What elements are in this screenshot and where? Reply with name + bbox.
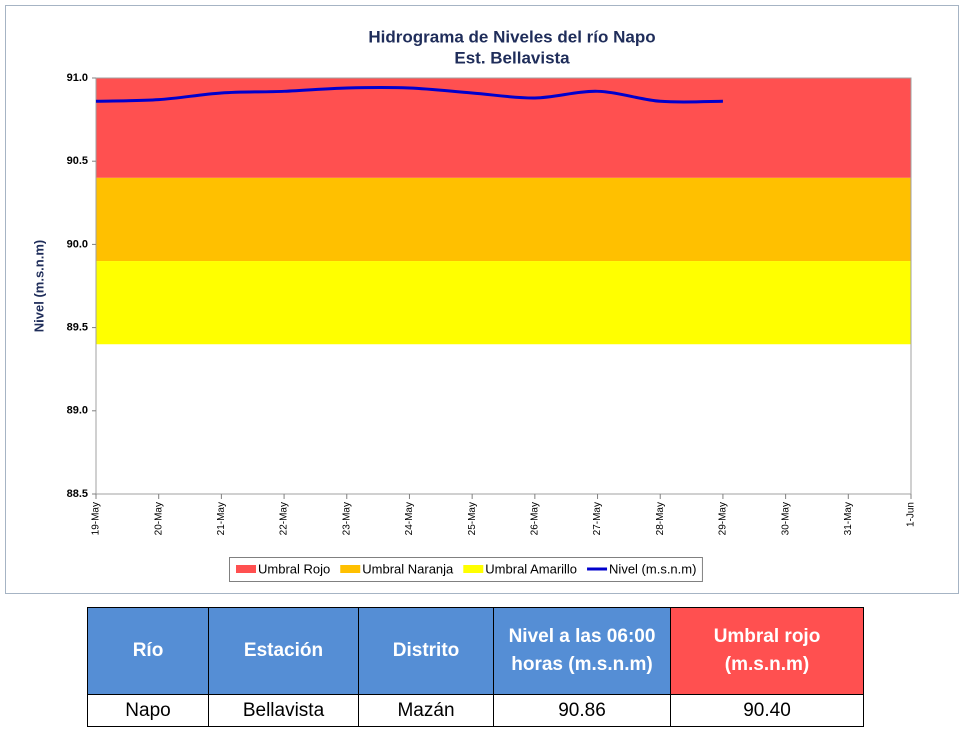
- plot-area: [95, 77, 912, 495]
- header-cell: Río: [87, 607, 209, 695]
- header-cell: Umbral rojo (m.s.n.m): [670, 607, 864, 695]
- legend-swatch: [340, 565, 361, 573]
- chart: Hidrograma de Niveles del río Napo Est. …: [5, 5, 959, 594]
- x-tick-label: 27-May: [592, 502, 603, 535]
- threshold-band: [96, 78, 911, 178]
- legend-swatch: [463, 565, 484, 573]
- x-tick-label: 21-May: [216, 502, 227, 535]
- legend-label: Umbral Naranja: [362, 561, 454, 576]
- y-tick-label: 88.5: [67, 488, 88, 500]
- table-cell: Mazán: [358, 694, 494, 727]
- x-tick-label: 31-May: [843, 502, 854, 535]
- legend-swatch: [236, 565, 256, 573]
- x-tick-label: 26-May: [529, 502, 540, 535]
- x-tick-label: 20-May: [153, 502, 164, 535]
- table-row: Napo Bellavista Mazán 90.86 90.40: [87, 694, 864, 727]
- table-cell: 90.40: [670, 694, 864, 727]
- y-axis-label: Nivel (m.s.n.m): [31, 240, 46, 332]
- summary-table: Río Estación Distrito Nivel a las 06:00 …: [87, 607, 864, 727]
- header-cell: Distrito: [358, 607, 494, 695]
- y-tick-label: 90.0: [67, 238, 88, 250]
- x-tick-label: 1-Jun: [906, 502, 917, 527]
- y-tick-label: 89.5: [67, 322, 88, 334]
- threshold-band: [96, 261, 911, 345]
- level-line: [95, 85, 723, 104]
- legend-label: Umbral Amarillo: [485, 561, 577, 576]
- x-tick-label: 22-May: [279, 502, 290, 535]
- x-tick-label: 30-May: [780, 502, 791, 535]
- legend-label: Nivel (m.s.n.m): [609, 561, 696, 576]
- table-cell: Napo: [87, 694, 209, 727]
- header-cell: Nivel a las 06:00 horas (m.s.n.m): [493, 607, 671, 695]
- table-header-row: Río Estación Distrito Nivel a las 06:00 …: [87, 607, 864, 695]
- y-tick-label: 89.0: [67, 405, 88, 417]
- x-tick-label: 24-May: [404, 502, 415, 535]
- x-tick-label: 19-May: [91, 502, 102, 535]
- table-cell: 90.86: [493, 694, 671, 727]
- chart-subtitle: Est. Bellavista: [454, 48, 570, 67]
- y-tick-label: 90.5: [67, 155, 88, 167]
- header-cell: Estación: [208, 607, 359, 695]
- threshold-band: [96, 177, 911, 262]
- chart-title: Hidrograma de Niveles del río Napo: [368, 27, 655, 46]
- x-tick-label: 29-May: [718, 502, 729, 535]
- table-cell: Bellavista: [208, 694, 359, 727]
- legend-label: Umbral Rojo: [258, 561, 330, 576]
- x-tick-label: 25-May: [467, 502, 478, 535]
- x-tick-label: 23-May: [341, 502, 352, 535]
- y-tick-label: 91.0: [67, 72, 88, 84]
- x-tick-label: 28-May: [655, 502, 666, 535]
